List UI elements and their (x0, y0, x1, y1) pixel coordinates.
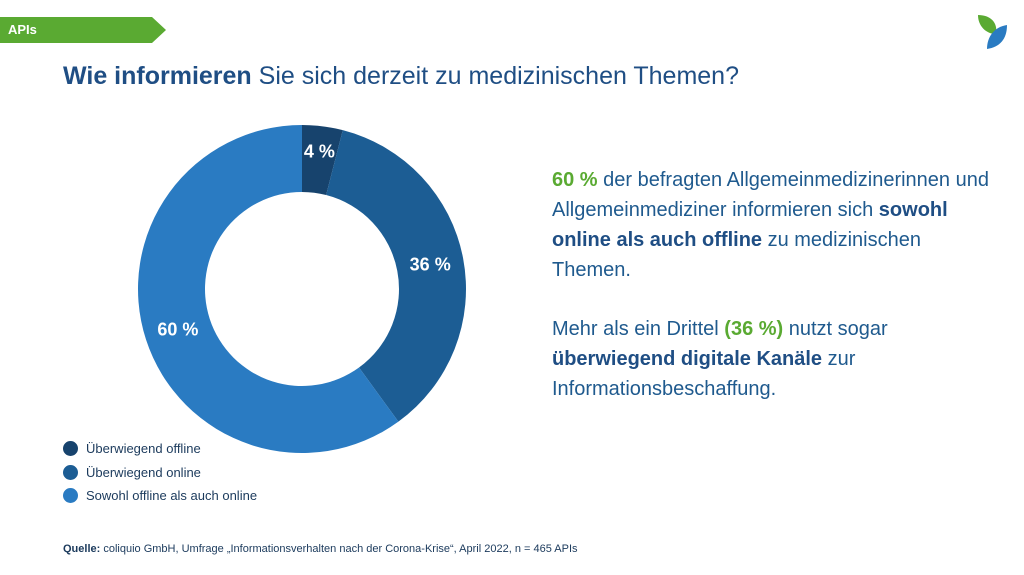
legend-swatch-3 (63, 488, 78, 504)
legend-item-3: Sowohl offline als auch online (63, 484, 257, 508)
summary-1-part1: der befragten Allgemeinmedizinerinnen un… (552, 169, 989, 221)
summary-1-bold: sowohl online als auch offline (552, 199, 948, 251)
summary-2-bold: überwiegend digitale Kanäle (552, 348, 823, 370)
donut-slice-label-3: 60 % (157, 319, 198, 339)
page-title-rest: Sie sich derzeit zu medizinischen Themen… (251, 62, 739, 90)
summary-paragraph-1: 60 % der befragten Allgemeinmedizinerinn… (552, 165, 992, 285)
leaf-logo-icon (978, 15, 1007, 49)
legend-swatch-1 (63, 441, 78, 457)
summary-2-part3: zur Informationsbeschaffung. (552, 348, 856, 400)
donut-slice-2 (326, 130, 466, 422)
summary-1-highlight: 60 % (552, 169, 598, 191)
legend-label-2: Überwiegend online (86, 464, 201, 480)
summary-1-part2: zu medizinischen Themen. (552, 229, 921, 281)
donut-slice-3 (137, 125, 399, 453)
legend-item-1: Überwiegend offline (63, 437, 257, 461)
summary-2-part2: nutzt sogar (783, 318, 888, 340)
chart-legend: Überwiegend offline Überwiegend online Sow… (63, 437, 257, 508)
page-title-bold: Wie informieren (63, 62, 252, 90)
legend-item-2: Überwiegend online (63, 461, 257, 485)
summary-2-highlight: (36 %) (724, 318, 784, 340)
category-tag-label: APIs (8, 22, 37, 37)
source-note: Quelle: coliquio GmbH, Umfrage „Informat… (63, 543, 578, 555)
donut-slice-label-1: 4 % (304, 142, 335, 162)
summary-2-part1: Mehr als ein Drittel (552, 318, 725, 340)
category-tag: APIs (0, 17, 166, 43)
source-text: coliquio GmbH, Umfrage „Informationsverh… (100, 543, 578, 555)
source-label: Quelle: (63, 543, 101, 555)
donut-slice-1 (302, 125, 343, 196)
donut-slice-label-2: 36 % (410, 255, 451, 275)
legend-label-3: Sowohl offline als auch online (86, 488, 258, 504)
summary-paragraph-2: Mehr als ein Drittel (36 %) nutzt sogar … (552, 314, 992, 404)
legend-swatch-2 (63, 464, 78, 480)
legend-label-1: Überwiegend offline (86, 441, 201, 457)
page-title: Wie informieren Sie sich derzeit zu medi… (63, 62, 739, 91)
